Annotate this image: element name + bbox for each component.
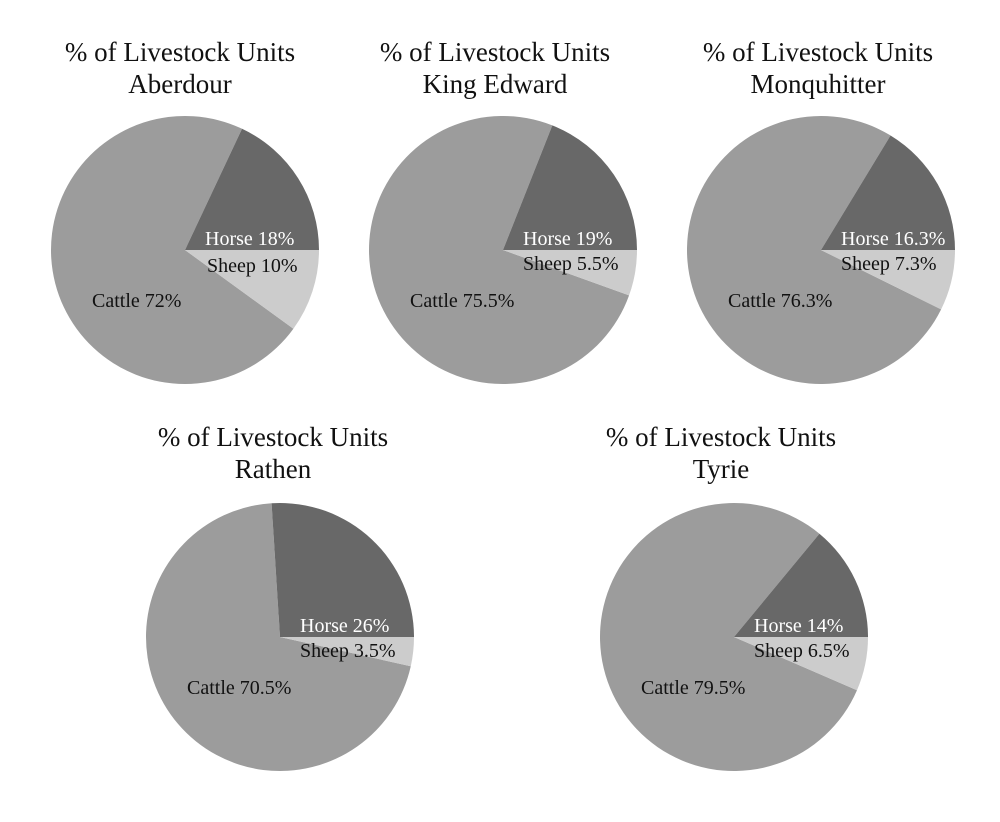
pie-slice-sheep — [821, 250, 955, 310]
slice-label-horse: Horse 14% — [754, 615, 843, 637]
pie-slice-cattle — [146, 503, 411, 771]
chart-subtitle: Tyrie — [693, 454, 750, 484]
slice-label-sheep: Sheep 6.5% — [754, 640, 850, 662]
slice-label-sheep: Sheep 5.5% — [523, 253, 619, 275]
pie-slice-horse — [821, 135, 955, 250]
pie-slice-horse — [271, 502, 414, 637]
pie-slice-horse — [734, 533, 868, 637]
chart-title: % of Livestock Units — [606, 422, 836, 452]
slice-label-horse: Horse 19% — [523, 228, 612, 250]
chart-subtitle: King Edward — [423, 69, 568, 99]
pie-slice-cattle — [687, 115, 942, 384]
pie-slice-cattle — [368, 116, 630, 385]
pie-slice-horse — [503, 125, 637, 250]
slice-label-horse: Horse 16.3% — [841, 228, 945, 250]
chart-subtitle: Aberdour — [128, 69, 231, 99]
pie-slice-sheep — [503, 250, 637, 296]
chart-subtitle: Rathen — [235, 454, 312, 484]
slice-label-horse: Horse 18% — [205, 228, 294, 250]
pie-slice-sheep — [185, 250, 319, 329]
chart-title: % of Livestock Units — [65, 37, 295, 67]
slice-label-cattle: Cattle 75.5% — [410, 290, 514, 312]
slice-label-horse: Horse 26% — [300, 615, 389, 637]
pie-slice-sheep — [280, 637, 414, 667]
slice-label-cattle: Cattle 70.5% — [187, 677, 291, 699]
pie-slice-sheep — [734, 637, 868, 691]
chart-title: % of Livestock Units — [158, 422, 388, 452]
pie-slice-cattle — [600, 503, 857, 771]
slice-label-sheep: Sheep 7.3% — [841, 253, 937, 275]
slice-label-sheep: Sheep 3.5% — [300, 640, 396, 662]
slice-label-sheep: Sheep 10% — [207, 255, 298, 277]
pie-slice-horse — [185, 128, 319, 250]
slice-label-cattle: Cattle 72% — [92, 290, 181, 312]
slice-label-cattle: Cattle 76.3% — [728, 290, 832, 312]
chart-title: % of Livestock Units — [703, 37, 933, 67]
chart-subtitle: Monquhitter — [751, 69, 886, 99]
slice-label-cattle: Cattle 79.5% — [641, 677, 745, 699]
chart-title: % of Livestock Units — [380, 37, 610, 67]
pie-slice-cattle — [50, 115, 294, 385]
